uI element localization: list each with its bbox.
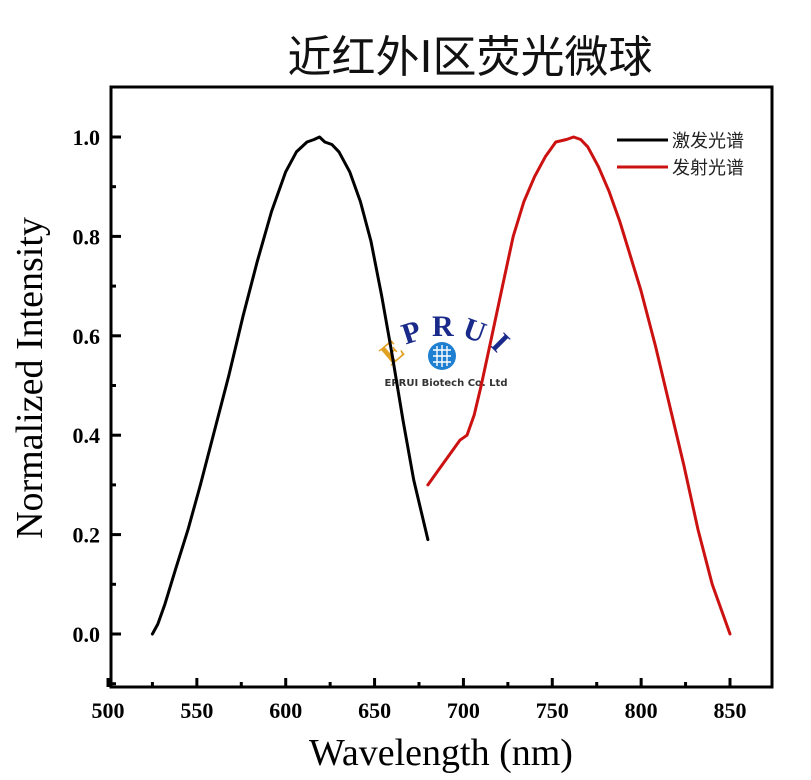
x-tick-label: 700 (447, 698, 480, 723)
series-layer (150, 135, 732, 636)
x-tick-label: 800 (625, 698, 658, 723)
y-tick-label: 1.0 (73, 125, 101, 150)
x-tick-label: 650 (358, 698, 391, 723)
watermark-company: EPRUI Biotech Co. Ltd (385, 378, 508, 389)
legend-label: 发射光谱 (672, 158, 744, 179)
watermark-letter-p: P (398, 314, 426, 351)
chart-title: 近红外I区荧光微球 (288, 32, 653, 83)
y-tick-label: 0.8 (73, 224, 101, 249)
y-axis-label: Normalized Intensity (9, 217, 51, 539)
x-axis-label: Wavelength (nm) (309, 732, 573, 774)
emission-spectrum-line (426, 135, 732, 636)
watermark-letter-u: U (459, 312, 491, 350)
legend-label: 激发光谱 (672, 131, 744, 152)
x-tick-label: 500 (92, 698, 125, 723)
y-tick-label: 0.6 (73, 324, 101, 349)
y-tick-label: 0.0 (73, 622, 101, 647)
watermark-letter-r: R (432, 310, 454, 343)
x-tick-label: 750 (536, 698, 569, 723)
globe-icon (428, 342, 456, 370)
y-tick-label: 0.4 (73, 423, 101, 448)
x-tick-label: 600 (269, 698, 302, 723)
excitation-spectrum-line (150, 135, 430, 636)
x-tick-label: 850 (714, 698, 747, 723)
x-tick-label: 550 (180, 698, 213, 723)
y-tick-label: 0.2 (73, 523, 101, 548)
axes-layer: 500 550 600 650 700 750 800 850 0.0 0.2 0.4 0.6 0.8 1… (73, 85, 774, 723)
